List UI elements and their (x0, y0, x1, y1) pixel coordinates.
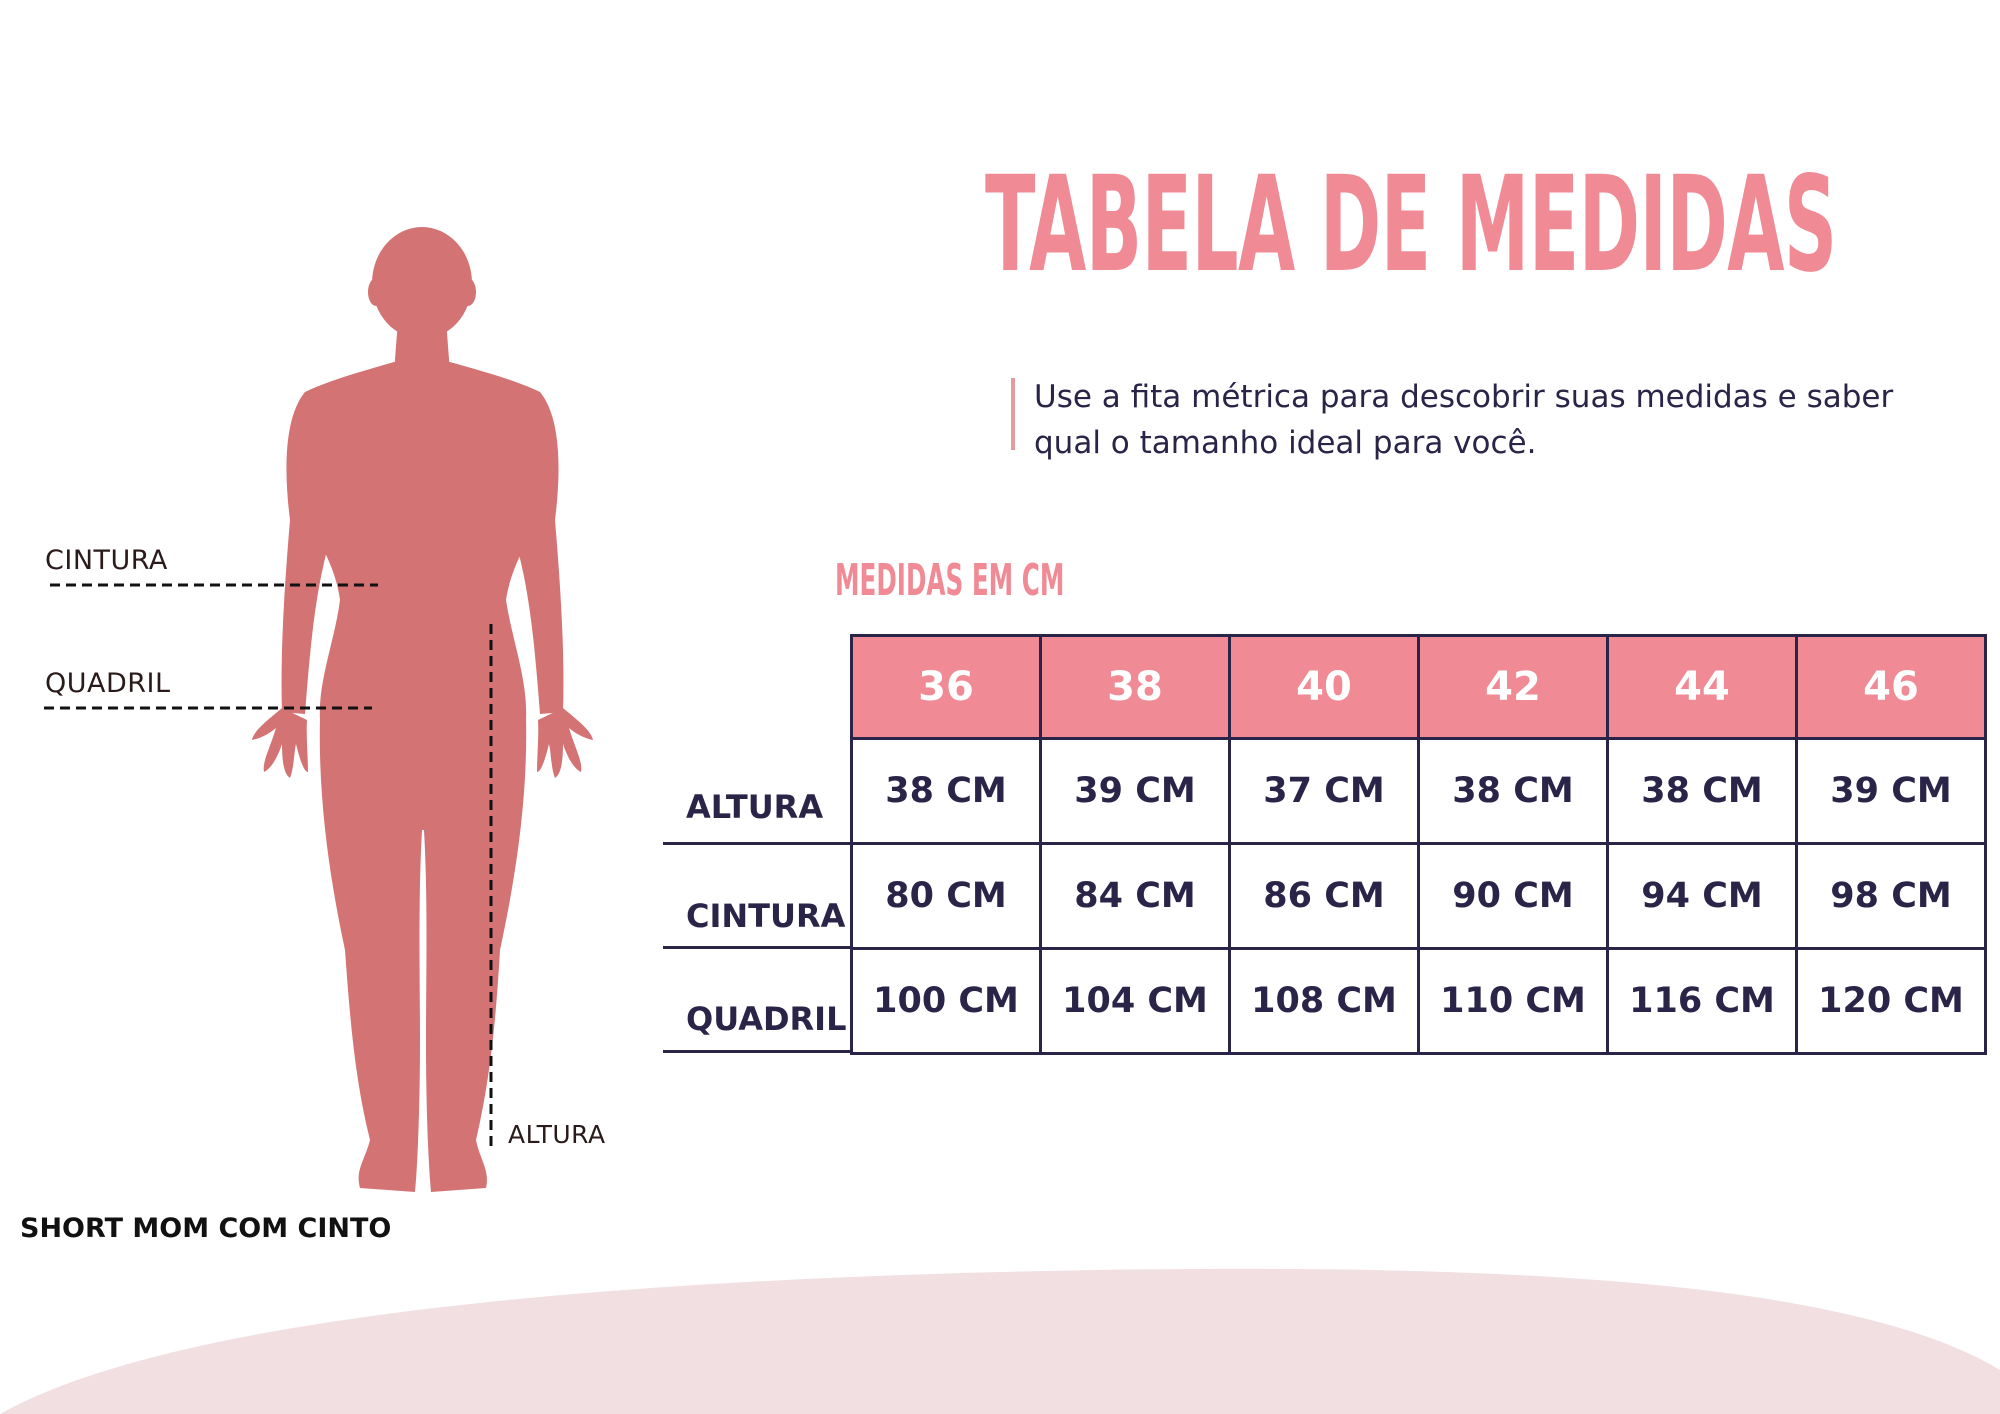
table-cell: 116 CM (1606, 947, 1798, 1055)
size-header-cell: 42 (1417, 634, 1609, 740)
table-row: 38 CM 39 CM 37 CM 38 CM 38 CM 39 CM (850, 737, 1987, 845)
size-header-cell: 40 (1228, 634, 1420, 740)
table-cell: 104 CM (1039, 947, 1231, 1055)
size-table: 36 38 40 42 44 46 38 CM 39 CM 37 CM 38 C… (850, 634, 1987, 1055)
row-label-quadril: QUADRIL (686, 1000, 847, 1038)
size-header-cell: 46 (1795, 634, 1987, 740)
row-label-altura: ALTURA (686, 788, 824, 826)
table-row: 100 CM 104 CM 108 CM 110 CM 116 CM 120 C… (850, 947, 1987, 1055)
table-cell: 94 CM (1606, 842, 1798, 950)
table-cell: 86 CM (1228, 842, 1420, 950)
table-cell: 98 CM (1795, 842, 1987, 950)
table-cell: 38 CM (850, 737, 1042, 845)
row-underline-altura (663, 842, 850, 845)
size-header-cell: 36 (850, 634, 1042, 740)
size-header-cell: 38 (1039, 634, 1231, 740)
body-silhouette-icon (252, 227, 593, 1192)
table-cell: 120 CM (1795, 947, 1987, 1055)
altura-figure-label: ALTURA (508, 1120, 606, 1149)
table-cell: 39 CM (1039, 737, 1231, 845)
table-row: 80 CM 84 CM 86 CM 90 CM 94 CM 98 CM (850, 842, 1987, 950)
quadril-figure-label: QUADRIL (45, 668, 171, 699)
table-cell: 90 CM (1417, 842, 1609, 950)
table-cell: 108 CM (1228, 947, 1420, 1055)
page-title: TABELA DE MEDIDAS (985, 148, 1837, 302)
table-cell: 39 CM (1795, 737, 1987, 845)
row-underline-cintura (663, 946, 850, 949)
table-cell: 110 CM (1417, 947, 1609, 1055)
units-label: MEDIDAS EM CM (835, 555, 1065, 606)
row-label-cintura: CINTURA (686, 897, 846, 935)
table-cell: 100 CM (850, 947, 1042, 1055)
size-header-row: 36 38 40 42 44 46 (850, 634, 1987, 740)
page-subtitle: Use a fita métrica para descobrir suas m… (1034, 379, 1894, 461)
table-cell: 80 CM (850, 842, 1042, 950)
cintura-figure-label: CINTURA (45, 545, 168, 576)
size-header-cell: 44 (1606, 634, 1798, 740)
product-name: SHORT MOM COM CINTO (20, 1213, 392, 1244)
table-cell: 38 CM (1417, 737, 1609, 845)
subtitle-accent-bar (1011, 378, 1015, 450)
table-cell: 37 CM (1228, 737, 1420, 845)
row-underline-quadril (663, 1050, 850, 1053)
table-cell: 84 CM (1039, 842, 1231, 950)
table-cell: 38 CM (1606, 737, 1798, 845)
